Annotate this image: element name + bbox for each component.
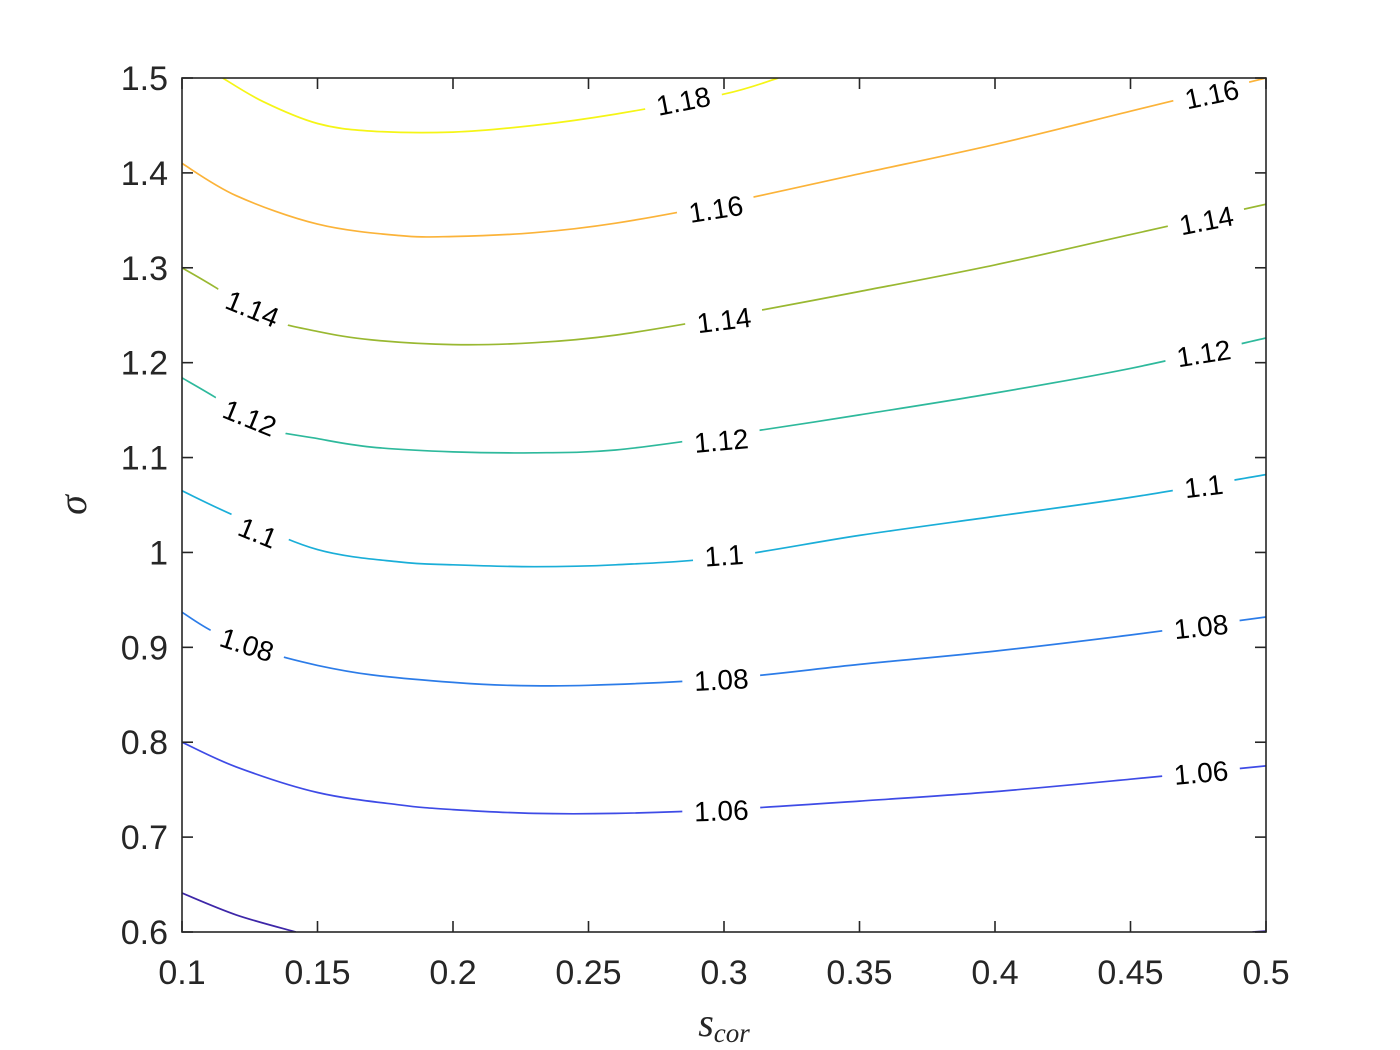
- contour-label: 1.06: [694, 795, 750, 828]
- y-tick-labels: 0.6 0.7 0.8 0.9 1 1.1 1.2 1.3 1.4 1.5: [121, 60, 168, 952]
- contour-label: 1.1: [1183, 469, 1225, 505]
- contour-label-gap: [680, 420, 762, 461]
- x-axis-label-subscript: cor: [714, 1018, 750, 1048]
- y-tick-label: 1.2: [121, 345, 168, 383]
- x-tick-label: 0.4: [971, 954, 1018, 992]
- contour-label-group: 1.1: [1170, 465, 1237, 507]
- contour-label-gap: [674, 186, 758, 232]
- contour-label-group: 1.06: [1160, 752, 1242, 793]
- contour-label-gap: [641, 76, 725, 125]
- x-tick-label: 0.5: [1242, 954, 1289, 992]
- x-tick-labels: 0.1 0.15 0.2 0.25 0.3 0.35 0.4 0.45 0.5: [158, 954, 1289, 992]
- contour-label-gap: [207, 387, 293, 449]
- contour-label-group: 1.12: [680, 420, 762, 461]
- y-tick-label: 1: [149, 534, 168, 572]
- contour-label: 1.08: [1172, 609, 1229, 646]
- y-tick-label: 1.4: [121, 155, 168, 193]
- y-axis-label: σ: [50, 494, 95, 515]
- x-axis-label-main: s: [698, 1000, 714, 1045]
- contour-label-gap: [222, 505, 294, 560]
- contour-label-gap: [1170, 465, 1237, 507]
- x-tick-label: 0.25: [555, 954, 621, 992]
- contour-label-gap: [1170, 69, 1254, 119]
- contour-label-group: 1.06: [681, 792, 761, 829]
- contour-line-1-04-0: [182, 892, 297, 932]
- contour-label: 1.1: [704, 539, 745, 573]
- contour-label-gap: [681, 660, 762, 699]
- contour-label-group: 1.08: [681, 660, 762, 699]
- contour-label-gap: [1160, 605, 1242, 648]
- contour-line-1-1-4: [182, 473, 1266, 568]
- contour-label-group: 1.12: [1162, 330, 1245, 377]
- contour-label-gap: [683, 298, 765, 342]
- x-tick-label: 0.15: [284, 954, 350, 992]
- contour-label-gap: [681, 792, 761, 829]
- y-tick-label: 0.8: [121, 724, 168, 762]
- contour-label: 1.08: [693, 663, 749, 697]
- y-tick-label: 0.6: [121, 914, 168, 952]
- contour-label-group: 1.18: [641, 76, 725, 125]
- y-tick-label: 0.9: [121, 629, 168, 667]
- y-tick-label: 0.7: [121, 819, 168, 857]
- x-tick-label: 0.2: [429, 954, 476, 992]
- contour-line-1-16-7: [182, 78, 1266, 238]
- contour-label-gap: [209, 278, 296, 339]
- contour-line-1-06-2: [182, 741, 1266, 815]
- contour-label-gap: [1164, 196, 1248, 245]
- contour-label-group: 1.14: [683, 298, 765, 342]
- x-tick-label: 0.45: [1097, 954, 1163, 992]
- x-axis-label: scor: [698, 1000, 750, 1048]
- x-tick-label: 0.3: [700, 954, 747, 992]
- y-tick-label: 1.1: [121, 440, 168, 478]
- contour-label-group: 1.1: [691, 536, 757, 575]
- contour-label-gap: [1162, 330, 1245, 377]
- y-tick-label: 1.3: [121, 250, 168, 288]
- x-tick-label: 0.35: [826, 954, 892, 992]
- contour-label-group: 1.16: [674, 186, 758, 232]
- x-tick-label: 0.1: [158, 954, 205, 992]
- y-tick-label: 1.5: [121, 60, 168, 98]
- contour-label: 1.12: [693, 423, 750, 459]
- contour-label: 1.06: [1173, 755, 1230, 791]
- axis-ticks: [181, 77, 1267, 933]
- contour-label: 1.14: [695, 302, 753, 339]
- contour-label-group: 1.08: [1160, 605, 1242, 648]
- contour-label-gap: [204, 616, 290, 673]
- contour-label-gap: [691, 536, 757, 575]
- contour-label-gap: [1160, 752, 1242, 793]
